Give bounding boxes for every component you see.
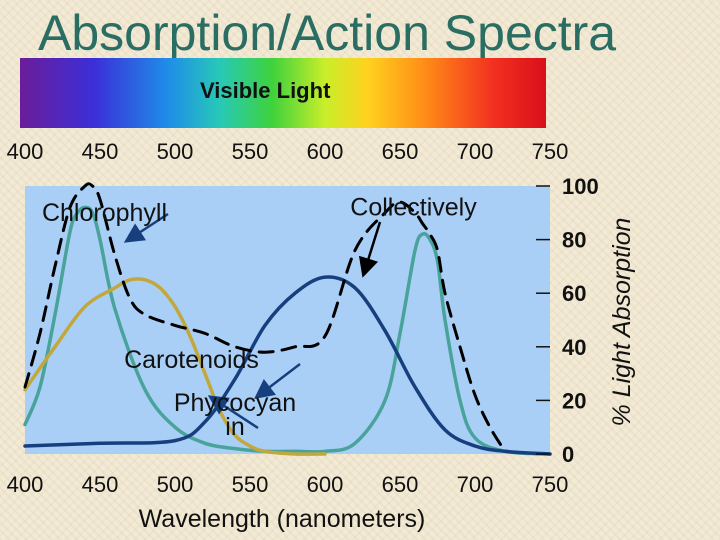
arrow-collectively xyxy=(358,221,382,278)
y-tick-label: 0 xyxy=(562,442,574,467)
x-tick-label-top: 500 xyxy=(157,139,194,164)
annotation-phyco-cyan: Phyco­cyan xyxy=(174,389,296,417)
x-tick-label-top: 600 xyxy=(307,139,344,164)
y-tick-label: 40 xyxy=(562,335,586,360)
x-tick-label-top: 750 xyxy=(532,139,569,164)
x-tick-label-top: 450 xyxy=(82,139,119,164)
x-tick-label-bottom: 650 xyxy=(382,472,419,497)
annotation-chlorophyll: Chlorophyll xyxy=(42,199,167,227)
series-line-carotenoids xyxy=(23,277,327,456)
spectrum-label: Visible Light xyxy=(200,78,331,103)
annotation-layer: Chlorophyll Collectively Carotenoids Phyco­… xyxy=(42,193,477,441)
x-axis-label: Wavelength (nanometers) xyxy=(139,505,426,533)
x-tick-label-bottom: 500 xyxy=(157,472,194,497)
arrow-layer xyxy=(123,212,382,430)
x-tick-label-top: 650 xyxy=(382,139,419,164)
annotation-carotenoids: Carotenoids xyxy=(124,346,259,374)
series-line-collectively xyxy=(23,182,507,453)
series-line-phycocyanin xyxy=(23,275,552,456)
page-title: Absorption/Action Spectra xyxy=(38,5,617,61)
arrow-phycocyanin xyxy=(207,395,259,430)
arrow-chlorophyll xyxy=(123,212,169,243)
annotation-in: in xyxy=(225,413,244,441)
series-layer xyxy=(23,182,552,456)
visible-light-spectrum-bar: Visible Light xyxy=(20,58,546,128)
y-tick-layer: 0 20 40 60 80 100 xyxy=(536,174,599,467)
x-tick-label-bottom: 450 xyxy=(82,472,119,497)
x-tick-label-bottom: 400 xyxy=(7,472,44,497)
x-tick-label-bottom: 600 xyxy=(307,472,344,497)
x-tick-label-top: 400 xyxy=(7,139,44,164)
x-tick-label-bottom: 700 xyxy=(457,472,494,497)
x-tick-label-bottom: 550 xyxy=(232,472,269,497)
y-tick-label: 80 xyxy=(562,228,586,253)
arrow-carotenoids xyxy=(254,363,301,400)
x-tick-label-bottom: 750 xyxy=(532,472,569,497)
y-axis-label: % Light Absorption xyxy=(608,218,636,427)
x-tick-layer: 400 400 450 450 500 500 550 550 600 600 650 650 700 7… xyxy=(7,139,569,497)
x-tick-label-top: 550 xyxy=(232,139,269,164)
x-tick-label-top: 700 xyxy=(457,139,494,164)
annotation-collectively: Collectively xyxy=(350,193,477,221)
y-tick-label: 60 xyxy=(562,281,586,306)
y-tick-label: 100 xyxy=(562,174,599,199)
y-tick-label: 20 xyxy=(562,388,586,413)
